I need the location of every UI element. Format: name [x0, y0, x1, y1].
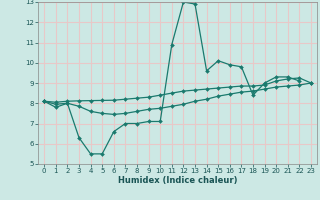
- X-axis label: Humidex (Indice chaleur): Humidex (Indice chaleur): [118, 176, 237, 185]
